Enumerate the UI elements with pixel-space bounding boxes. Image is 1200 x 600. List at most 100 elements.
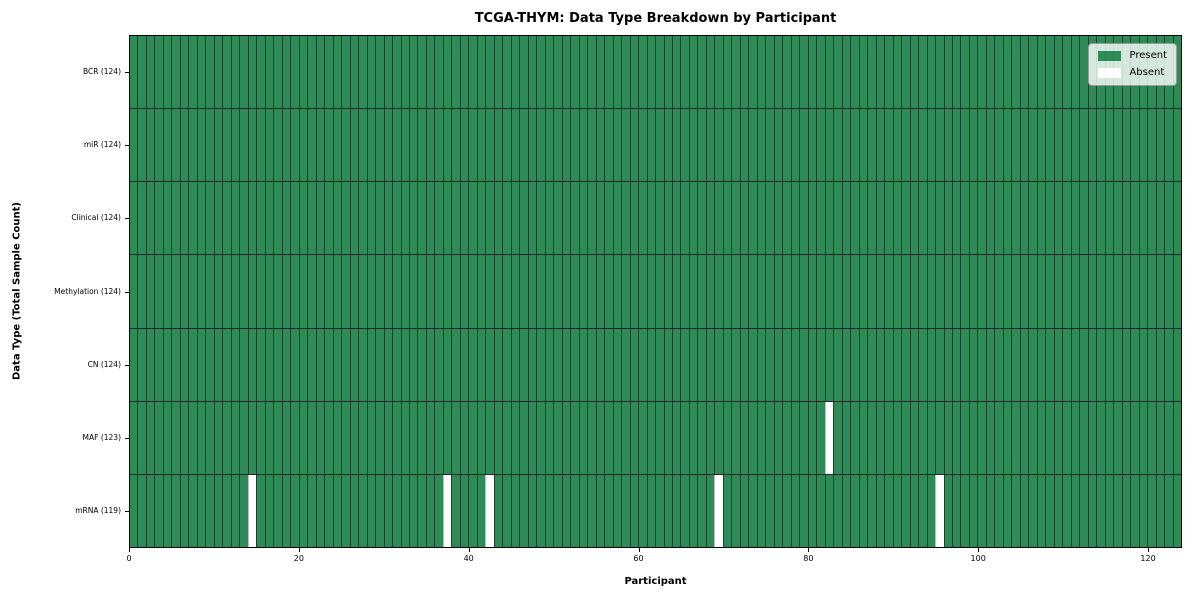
present-cell [366, 474, 376, 547]
present-cell [688, 109, 698, 182]
present-cell [638, 255, 647, 328]
present-cell [442, 255, 452, 328]
present-cell [434, 474, 443, 547]
y-tick-mark [125, 218, 129, 220]
present-cell [765, 182, 774, 255]
present-cell [629, 255, 639, 328]
present-cell [578, 182, 588, 255]
present-cell [824, 255, 834, 328]
present-cell [892, 474, 902, 547]
x-tick-label: 40 [463, 554, 474, 563]
present-cell [646, 109, 656, 182]
present-cell [298, 328, 308, 401]
present-cell [1155, 474, 1165, 547]
present-cell [604, 328, 613, 401]
present-cell [332, 401, 342, 474]
present-cell [1079, 401, 1088, 474]
present-cell [400, 401, 409, 474]
present-cell [230, 109, 240, 182]
present-cell [290, 255, 299, 328]
present-cell [451, 474, 460, 547]
present-cell [459, 36, 469, 109]
present-cell [137, 36, 146, 109]
present-cell [188, 474, 197, 547]
present-cell [858, 36, 868, 109]
present-cell [264, 401, 274, 474]
present-cell [1147, 109, 1156, 182]
present-cell [349, 255, 359, 328]
present-cell [638, 36, 647, 109]
present-cell [130, 182, 138, 255]
present-cell [782, 474, 791, 547]
x-tick-mark [1148, 548, 1150, 552]
present-cell [468, 401, 477, 474]
present-cell [476, 36, 486, 109]
present-cell [1130, 255, 1139, 328]
present-cell [527, 109, 537, 182]
present-cell [561, 401, 571, 474]
present-cell [884, 109, 893, 182]
present-cell [731, 109, 740, 182]
present-cell [451, 109, 460, 182]
present-cell [1053, 255, 1063, 328]
present-cell [1155, 182, 1165, 255]
present-cell [239, 109, 248, 182]
present-cell [951, 474, 961, 547]
present-cell [145, 328, 155, 401]
present-cell [655, 474, 664, 547]
present-cell [408, 182, 418, 255]
present-cell [332, 36, 342, 109]
present-cell [722, 182, 732, 255]
present-cell [892, 255, 902, 328]
present-cell [748, 474, 757, 547]
present-cell [324, 401, 333, 474]
present-cell [273, 328, 282, 401]
y-tick-mark [125, 364, 129, 366]
present-cell [1121, 328, 1131, 401]
present-cell [162, 182, 172, 255]
present-cell [239, 36, 248, 109]
present-cell [1155, 328, 1165, 401]
x-tick-mark [298, 548, 300, 552]
present-cell [188, 182, 197, 255]
present-cell [1002, 255, 1012, 328]
present-cell [527, 255, 537, 328]
present-cell [392, 109, 401, 182]
present-cell [790, 109, 800, 182]
present-cell [714, 328, 723, 401]
present-cell [1019, 36, 1029, 109]
present-cell [994, 328, 1003, 401]
present-cell [926, 182, 936, 255]
present-cell [722, 401, 732, 474]
present-cell [536, 401, 545, 474]
present-cell [298, 474, 308, 547]
present-cell [714, 109, 723, 182]
present-cell [935, 182, 944, 255]
present-cell [130, 255, 138, 328]
present-cell [375, 255, 384, 328]
present-cell [935, 36, 944, 109]
present-cell [1079, 182, 1088, 255]
present-cell [578, 328, 588, 401]
present-cell [315, 255, 325, 328]
x-tick-label: 120 [1140, 554, 1156, 563]
present-cell [1104, 109, 1114, 182]
present-cell [1053, 474, 1063, 547]
present-cell [604, 109, 613, 182]
present-cell [765, 255, 774, 328]
present-cell [680, 255, 689, 328]
present-cell [281, 474, 291, 547]
present-cell [273, 474, 282, 547]
present-cell [1070, 401, 1080, 474]
x-tick-label: 100 [970, 554, 986, 563]
present-cell [476, 109, 486, 182]
x-tick-mark [129, 548, 130, 552]
present-cell [1121, 182, 1131, 255]
present-cell [247, 109, 257, 182]
present-cell [366, 36, 376, 109]
present-cell [324, 109, 333, 182]
present-cell [595, 328, 605, 401]
present-cell [544, 401, 554, 474]
present-cell [213, 474, 223, 547]
present-cell [392, 328, 401, 401]
